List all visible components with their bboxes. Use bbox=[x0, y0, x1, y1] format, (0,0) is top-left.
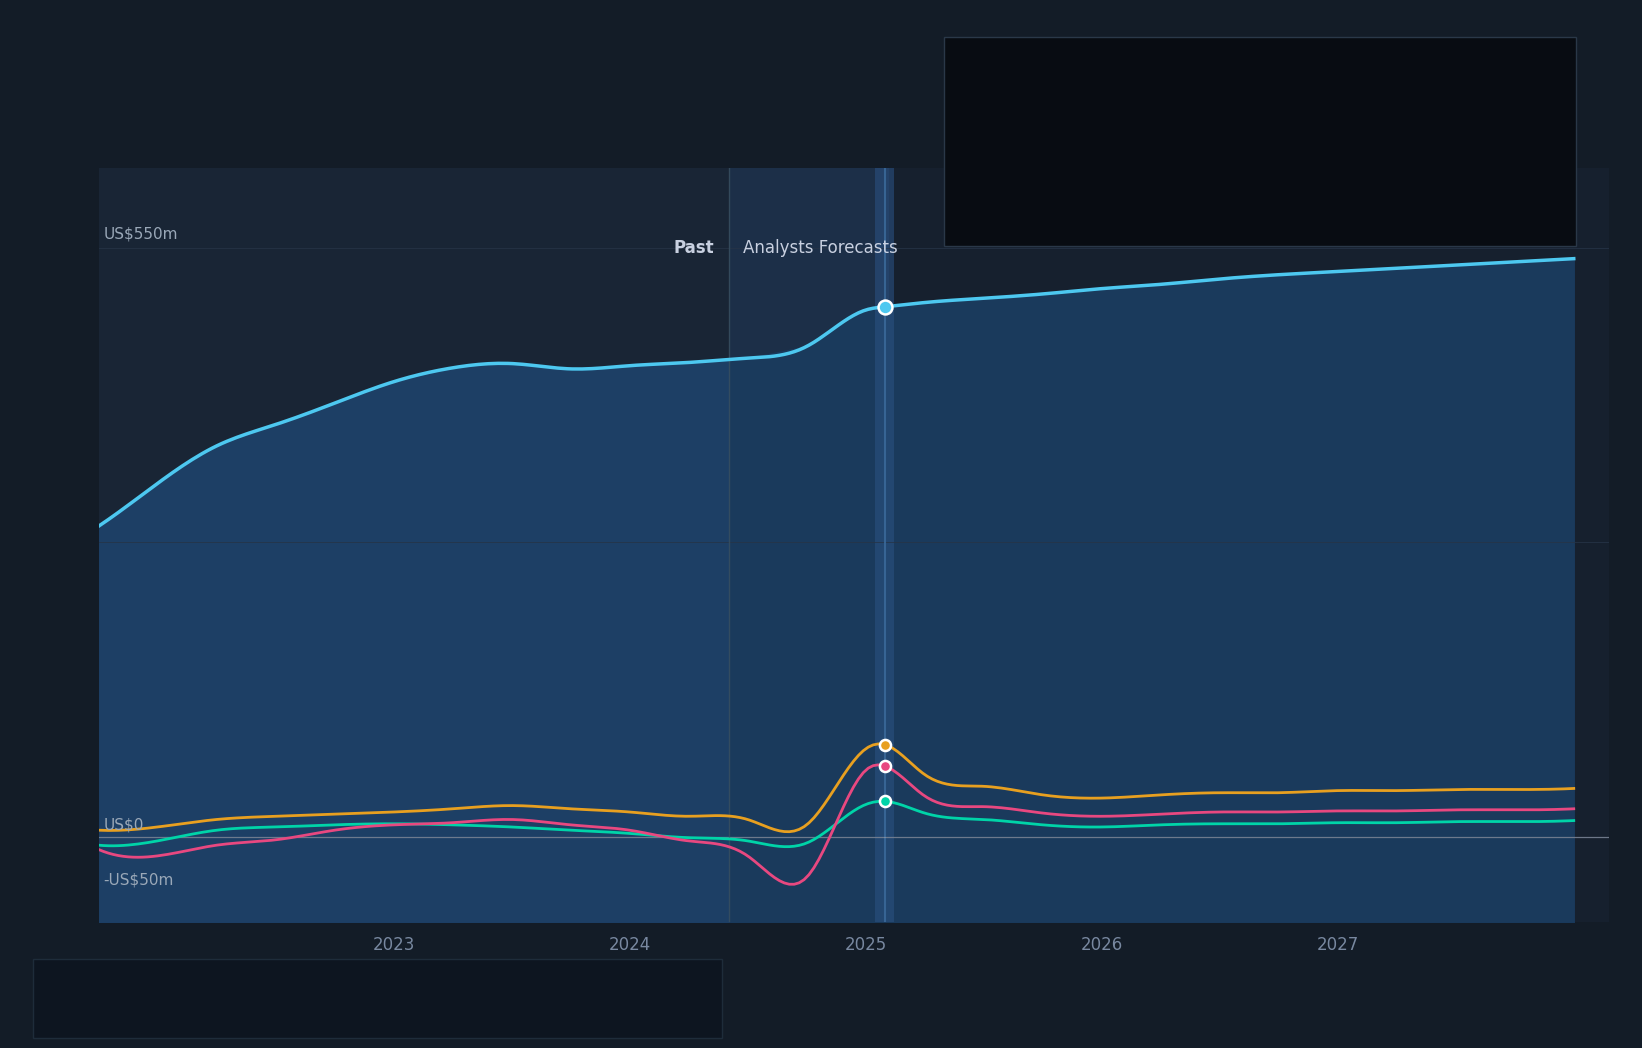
Text: Free Cash Flow: Free Cash Flow bbox=[419, 990, 534, 1006]
Text: Earnings: Earnings bbox=[964, 146, 1026, 160]
Text: Past: Past bbox=[673, 239, 714, 257]
Bar bbox=[99, 168, 729, 922]
Text: US$550m: US$550m bbox=[103, 226, 177, 241]
Text: Revenue: Revenue bbox=[964, 110, 1026, 125]
Text: Cash From Op: Cash From Op bbox=[578, 990, 685, 1006]
Text: Earnings: Earnings bbox=[253, 990, 320, 1006]
Text: Free Cash Flow: Free Cash Flow bbox=[964, 181, 1072, 196]
Bar bbox=[729, 168, 890, 922]
Text: Cash From Op: Cash From Op bbox=[964, 217, 1066, 232]
Text: Revenue: Revenue bbox=[89, 990, 154, 1006]
Text: US$32.932m /yr: US$32.932m /yr bbox=[1438, 146, 1557, 160]
Text: US$0: US$0 bbox=[103, 817, 143, 832]
Text: US$66.089m /yr: US$66.089m /yr bbox=[1438, 181, 1557, 196]
Text: -US$50m: -US$50m bbox=[103, 873, 174, 888]
Text: US$495.448m /yr: US$495.448m /yr bbox=[1429, 110, 1557, 125]
Text: Analysts Forecasts: Analysts Forecasts bbox=[742, 239, 898, 257]
Text: Mar 31 2025: Mar 31 2025 bbox=[964, 62, 1080, 80]
Bar bbox=[875, 168, 893, 922]
Text: US$85.988m /yr: US$85.988m /yr bbox=[1438, 217, 1557, 232]
